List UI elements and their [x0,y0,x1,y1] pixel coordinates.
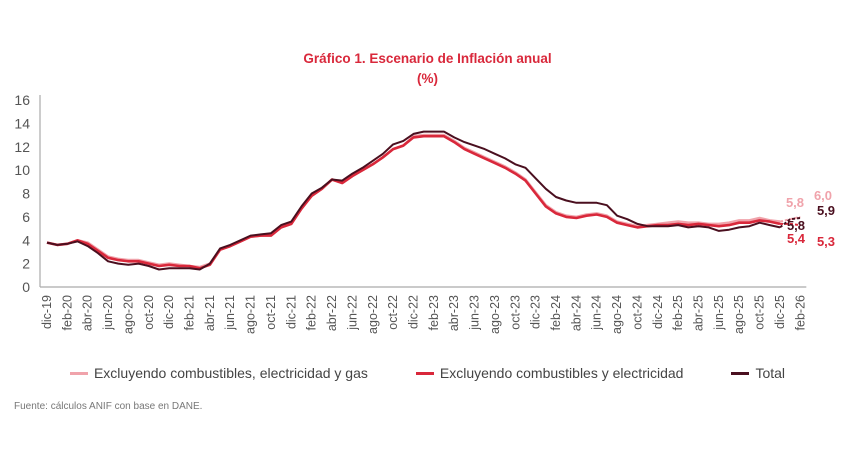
x-tick-label: ago-20 [121,295,135,334]
x-tick-label: jun-22 [345,295,359,331]
x-tick-label: jun-20 [101,295,115,331]
chart-title: Gráfico 1. Escenario de Inflación anual [303,51,552,66]
x-tick-label: feb-25 [671,295,685,330]
x-tick-label: dic-23 [529,295,543,329]
x-tick-label: dic-25 [773,295,787,329]
x-tick-label: dic-21 [284,295,298,329]
x-tick-label: feb-20 [60,295,74,330]
series-line-0 [46,133,781,269]
end-value-label: 6,0 [814,188,832,203]
x-tick-label: jun-21 [223,295,237,331]
y-tick-label: 8 [22,186,30,202]
x-tick-label: ago-23 [488,295,502,334]
legend-swatch [731,371,750,375]
x-tick-label: feb-24 [549,295,563,330]
end-value-label: 5,3 [817,234,835,249]
legend-label: Excluyendo combustibles, electricidad y … [93,365,368,381]
legend-swatch [69,371,88,375]
x-tick-label: jun-24 [590,295,604,331]
legend-item-excl-comb-elec: Excluyendo combustibles y electricidad [415,365,684,381]
y-tick-label: 6 [22,209,30,225]
x-tick-label: abr-20 [81,295,95,331]
x-tick-label: oct-25 [753,295,767,330]
legend: Excluyendo combustibles, electricidad y … [0,365,855,381]
x-tick-label: oct-21 [264,295,278,330]
source-note: Fuente: cálculos ANIF con base en DANE. [14,401,203,412]
end-value-label: 5,4 [787,231,806,246]
x-tick-label: dic-20 [162,295,176,329]
x-tick-label: ago-24 [610,295,624,334]
y-tick-label: 4 [22,232,30,248]
y-tick-label: 14 [14,115,30,131]
x-tick-label: feb-21 [183,295,197,330]
x-tick-label: abr-22 [325,295,339,331]
x-tick-label: jun-23 [468,295,482,331]
x-tick-label: abr-25 [692,295,706,331]
x-tick-label: ago-21 [244,295,258,334]
x-tick-label: feb-22 [305,295,319,330]
legend-label: Total [755,365,786,381]
end-value-label: 5,8 [786,195,804,210]
x-tick-label: oct-22 [386,295,400,330]
x-tick-label: feb-23 [427,295,441,330]
end-value-label: 5,9 [817,203,835,218]
y-tick-label: 2 [22,256,30,272]
x-tick-label: ago-22 [366,295,380,334]
x-tick-label: dic-22 [406,295,420,329]
legend-item-excl-comb-elec-gas: Excluyendo combustibles, electricidad y … [69,365,368,381]
x-tick-label: oct-23 [508,295,522,330]
y-tick-label: 10 [14,162,30,178]
x-tick-label: dic-24 [651,295,665,329]
line-chart: 0 2 4 6 8 10 12 14 16 dic-19 feb-20 abr-20 jun-20 ago… [14,92,835,334]
x-tick-label: abr-24 [569,295,583,331]
legend-swatch [415,371,434,375]
x-tick-label: dic-19 [40,295,54,329]
x-tick-label: abr-23 [447,295,461,331]
chart-subtitle: (%) [417,71,438,86]
projection-line-1 [780,222,801,227]
legend-item-total: Total [731,365,785,381]
series-line-2 [46,130,781,271]
x-tick-label: oct-20 [142,295,156,330]
x-tick-label: oct-24 [630,295,644,330]
end-value-label: 5,8 [787,218,805,233]
x-tick-label: abr-21 [203,295,217,331]
y-tick-label: 12 [14,139,30,155]
legend-label: Excluyendo combustibles y electricidad [439,365,684,381]
y-tick-label: 16 [14,92,30,108]
x-tick-label: jun-25 [712,295,726,331]
x-tick-label: feb-26 [793,295,807,330]
y-tick-label: 0 [22,279,30,295]
series-line-1 [46,134,781,270]
projection-line-0 [779,215,801,223]
x-tick-label: ago-25 [732,295,746,334]
